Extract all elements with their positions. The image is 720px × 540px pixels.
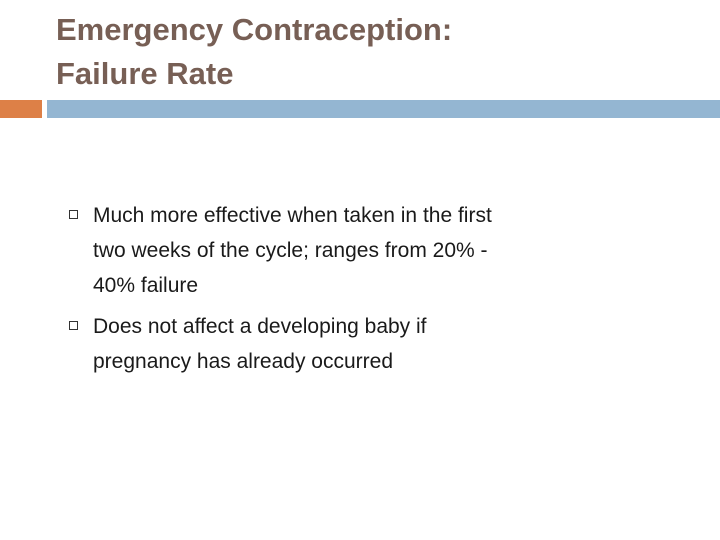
- bullet-list: Much more effective when taken in the fi…: [66, 198, 626, 385]
- bullet-marker: [69, 321, 78, 330]
- accent-bar: [0, 100, 42, 118]
- bullet-line: Much more effective when taken in the fi…: [93, 204, 492, 227]
- bullet-line: two weeks of the cycle; ranges from 20% …: [93, 239, 488, 262]
- bullet: Much more effective when taken in the fi…: [66, 198, 626, 303]
- bullet-line: pregnancy has already occurred: [93, 350, 394, 373]
- bullet-line: 40% failure: [93, 274, 199, 297]
- bullet-marker: [69, 210, 78, 219]
- title: Emergency Contraception: Failure Rate: [56, 8, 452, 96]
- title-line: Emergency Contraception:: [56, 12, 453, 47]
- bullet: Does not affect a developing baby if pre…: [66, 309, 626, 379]
- divider-bar: [47, 100, 720, 118]
- bullet-line: Does not affect a developing baby if: [93, 315, 427, 338]
- title-line: Failure Rate: [56, 56, 234, 91]
